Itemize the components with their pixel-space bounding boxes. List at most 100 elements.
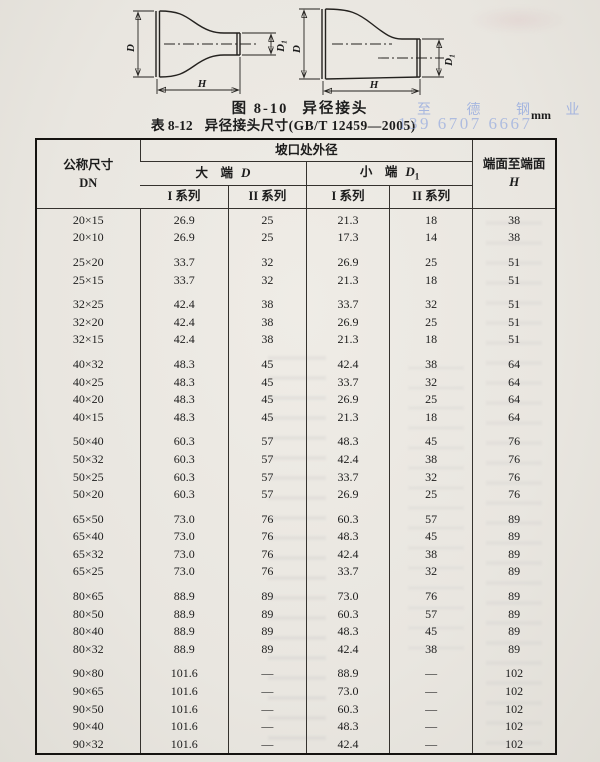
- value-cell: 45: [227, 373, 307, 391]
- value-cell: 42.4: [139, 313, 229, 332]
- value-cell: 45: [227, 408, 307, 427]
- value-cell: 89: [472, 545, 556, 564]
- value-cell: 42.4: [139, 288, 229, 314]
- value-cell: 45: [227, 348, 307, 374]
- value-cell: 25: [389, 246, 473, 272]
- value-cell: 25: [389, 390, 473, 409]
- table-row: 65×32 73.0 76 42.4 38 89: [36, 545, 556, 564]
- value-cell: 33.7: [305, 373, 390, 391]
- dn-cell: 80×32: [72, 641, 104, 656]
- dn-header-line2: DN: [79, 175, 98, 190]
- value-cell: 57: [227, 485, 307, 504]
- value-cell: 88.9: [139, 605, 229, 623]
- table-row: 90×32 101.6—42.4—102: [36, 735, 556, 754]
- value-cell: 25: [227, 229, 307, 247]
- value-cell: 76: [227, 545, 307, 564]
- table-row: 32×25 42.4 38 33.7 32 51: [36, 288, 556, 314]
- value-cell: 102: [472, 735, 556, 754]
- dn-group: 90×80 101.6—88.9—102 90×65 101.6—73.0—102 90…: [36, 658, 556, 754]
- dn-cell: 80×50: [72, 606, 104, 621]
- value-cell: 88.9: [139, 580, 229, 606]
- value-cell: 76: [472, 450, 556, 469]
- table-row: 50×32 60.3 57 42.4 38 76: [36, 450, 556, 469]
- concentric-reducer-drawing: D D1 H: [126, 10, 289, 94]
- value-cell: 48.3: [139, 373, 229, 391]
- value-cell: 57: [227, 426, 307, 451]
- value-cell: 38: [472, 229, 556, 247]
- value-cell: 76: [472, 485, 556, 504]
- value-cell: 60.3: [139, 485, 229, 504]
- table-title: 异径接头尺寸(GB/T 12459—2005): [204, 118, 416, 133]
- header-row-3: I 系列 II 系列 I 系列 II 系列: [36, 185, 556, 209]
- h-header-symbol: H: [509, 174, 520, 190]
- value-cell: 48.3: [139, 408, 229, 427]
- col-header-dn: 公称尺寸 DN: [36, 139, 140, 209]
- value-cell: 21.3: [305, 331, 390, 349]
- value-cell: 73.0: [139, 503, 229, 529]
- dn-cell: 80×40: [72, 624, 104, 639]
- table-row: 50×40 60.3 57 48.3 45 76: [36, 426, 556, 451]
- dn-group: 50×40 60.3 57 48.3 45 76 50×32 60.3 57 42.4 38 76 50…: [36, 426, 556, 504]
- value-cell: 60.3: [139, 468, 229, 486]
- value-cell: 45: [389, 528, 473, 546]
- value-cell: 26.9: [305, 485, 390, 504]
- value-cell: 38: [472, 208, 556, 230]
- value-cell: 76: [472, 468, 556, 486]
- value-cell: —: [389, 700, 473, 718]
- value-cell: 89: [472, 563, 556, 581]
- value-cell: 38: [227, 331, 307, 349]
- value-cell: 102: [472, 682, 556, 701]
- dn-cell: 90×40: [72, 719, 104, 734]
- table-row: 20×15 26.9 25 21.3 18 38: [36, 208, 556, 230]
- value-cell: 38: [227, 313, 307, 332]
- value-cell: 45: [227, 390, 307, 409]
- dn-cell: 50×40: [72, 434, 104, 449]
- dn-cell: 20×10: [72, 230, 104, 245]
- value-cell: 42.4: [305, 450, 390, 469]
- value-cell: 38: [389, 640, 473, 659]
- table-row: 80×65 88.9 89 73.0 76 89: [36, 580, 556, 606]
- dn-cell: 65×25: [72, 564, 104, 579]
- value-cell: 101.6: [139, 658, 229, 683]
- dn-cell: 25×20: [72, 255, 104, 270]
- large-end-cap: [321, 9, 327, 79]
- dn-cell: 65×40: [72, 529, 104, 544]
- d-extension-lines: [133, 10, 154, 78]
- value-cell: 25: [227, 208, 307, 230]
- value-cell: 89: [472, 640, 556, 659]
- value-cell: 88.9: [139, 640, 229, 659]
- value-cell: 102: [472, 717, 556, 736]
- table-row: 80×32 88.9 89 42.4 38 89: [36, 640, 556, 659]
- value-cell: 57: [227, 468, 307, 486]
- value-cell: 60.3: [305, 605, 390, 623]
- table-row: 32×20 42.4 38 26.9 25 51: [36, 313, 556, 332]
- value-cell: 33.7: [305, 468, 390, 486]
- value-cell: 21.3: [305, 271, 390, 289]
- value-cell: —: [389, 682, 473, 701]
- value-cell: 57: [389, 503, 473, 529]
- value-cell: 26.9: [139, 208, 229, 230]
- value-cell: 14: [389, 229, 473, 247]
- value-cell: 51: [472, 271, 556, 289]
- value-cell: 101.6: [139, 717, 229, 736]
- dn-cell: 32×20: [72, 314, 104, 329]
- dim-label-h: H: [369, 79, 379, 91]
- table-row: 80×40 88.9 89 48.3 45 89: [36, 622, 556, 641]
- col-header-series2-big: II 系列: [227, 185, 307, 209]
- dn-cell: 40×15: [72, 409, 104, 424]
- col-header-series1-big: I 系列: [140, 185, 229, 209]
- value-cell: 26.9: [305, 313, 390, 332]
- d-extension-lines: [299, 8, 320, 80]
- value-cell: —: [389, 658, 473, 683]
- value-cell: 33.7: [305, 563, 390, 581]
- large-end-cap: [155, 11, 161, 77]
- value-cell: —: [227, 682, 307, 701]
- bottom-contour: [325, 76, 421, 80]
- table-row: 65×40 73.0 76 48.3 45 89: [36, 528, 556, 546]
- value-cell: 64: [472, 408, 556, 427]
- value-cell: 101.6: [139, 700, 229, 718]
- value-cell: 48.3: [139, 348, 229, 374]
- dn-cell: 90×65: [72, 684, 104, 699]
- value-cell: 26.9: [139, 229, 229, 247]
- dn-cell: 50×20: [72, 487, 104, 502]
